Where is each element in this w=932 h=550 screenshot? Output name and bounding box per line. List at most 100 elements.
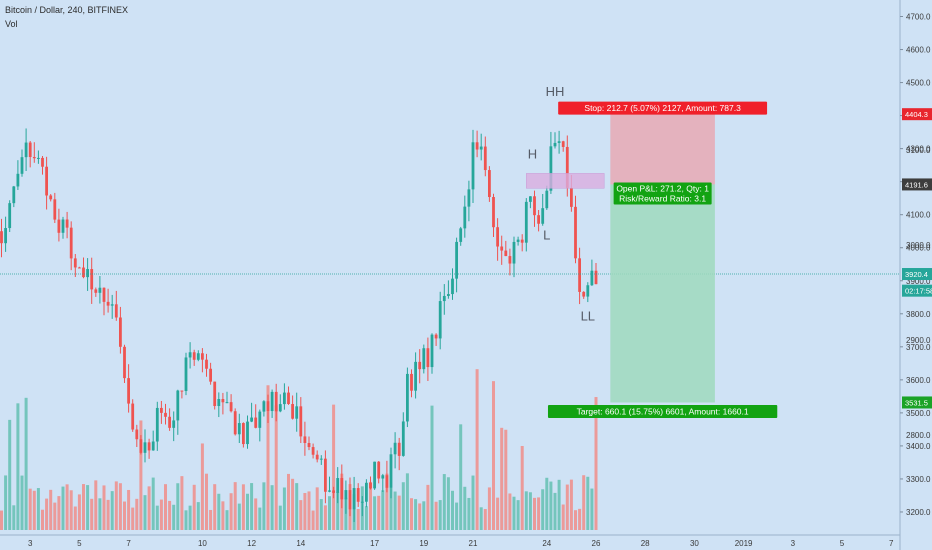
- volume-bar: [225, 510, 229, 530]
- time-tick-label: 17: [370, 539, 379, 548]
- price-tag-box: [902, 178, 932, 191]
- volume-tick-label: 2900.0: [906, 336, 931, 345]
- volume-bar: [250, 483, 254, 530]
- candle-body: [336, 478, 340, 493]
- volume-bar: [574, 510, 577, 530]
- volume-bar: [385, 473, 389, 530]
- volume-bar: [168, 500, 172, 530]
- volume-bar: [274, 405, 278, 530]
- volume-bar: [221, 501, 225, 530]
- candle-body: [299, 406, 303, 437]
- candle-body: [479, 146, 483, 150]
- volume-bar: [520, 445, 524, 530]
- volume-tick-label: 3000.0: [906, 241, 931, 250]
- candle-body: [32, 157, 36, 159]
- candle-body: [344, 490, 348, 500]
- volume-bar: [565, 484, 569, 530]
- candle-body: [188, 352, 192, 358]
- candle-body: [274, 391, 278, 412]
- candle-body: [246, 421, 249, 445]
- candle-body: [237, 423, 241, 435]
- volume-bar: [188, 505, 192, 530]
- target-label: Target: 660.1 (15.75%) 6601, Amount: 166…: [577, 406, 749, 416]
- candle-body: [397, 442, 401, 456]
- candle-body: [504, 250, 508, 257]
- volume-bar: [155, 505, 159, 530]
- volume-bar: [336, 492, 340, 530]
- resistance-zone: [526, 173, 605, 189]
- time-tick-label: 7: [889, 539, 894, 548]
- candle-body: [94, 289, 98, 293]
- volume-bar: [303, 492, 307, 530]
- volume-bar: [508, 493, 512, 530]
- candle-body: [381, 475, 385, 479]
- pattern-annotation: L: [543, 227, 550, 242]
- volume-bar: [118, 483, 122, 530]
- candle-body: [389, 454, 393, 488]
- candle-body: [365, 482, 368, 502]
- candle-body: [123, 346, 126, 379]
- candle-body: [459, 228, 463, 242]
- volume-bar: [262, 482, 266, 530]
- volume-bar: [4, 475, 8, 530]
- candle-body: [315, 454, 319, 460]
- volume-bar: [135, 498, 139, 530]
- volume-bar: [524, 491, 528, 530]
- volume-bar: [73, 506, 77, 530]
- candlesticks: [0, 128, 598, 523]
- volume-bar: [295, 483, 299, 530]
- candle-body: [213, 381, 217, 407]
- volume-bar: [590, 488, 594, 530]
- volume-bar: [528, 492, 532, 530]
- volume-bar: [434, 501, 438, 530]
- candle-body: [348, 490, 352, 510]
- candle-body: [20, 157, 24, 174]
- candle-body: [303, 436, 307, 443]
- volume-bar: [90, 498, 94, 530]
- price-tick-label: 3700.0: [906, 343, 931, 352]
- candle-body: [541, 208, 545, 224]
- volume-bar: [582, 475, 586, 530]
- candle-body: [119, 317, 122, 347]
- volume-bar: [69, 490, 73, 530]
- candle-body: [291, 404, 294, 419]
- candle-body: [37, 157, 40, 159]
- volume-bar: [414, 499, 418, 530]
- volume-bar: [61, 486, 65, 530]
- candle-body: [57, 219, 61, 233]
- candle-body: [311, 447, 315, 455]
- time-tick-label: 12: [247, 539, 256, 548]
- volume-bar: [209, 509, 213, 530]
- price-tick-label: 3800.0: [906, 310, 931, 319]
- volume-bar: [569, 479, 573, 530]
- candle-body: [127, 378, 130, 404]
- volume-bar: [483, 509, 487, 530]
- volume-bar: [463, 486, 467, 530]
- volume-bar: [561, 504, 565, 530]
- volume-bar: [184, 510, 188, 530]
- volume-bar: [578, 508, 582, 530]
- volume-bar: [475, 369, 479, 530]
- volume-bars: [0, 369, 598, 530]
- candle-body: [328, 490, 331, 492]
- volume-bar: [36, 488, 40, 530]
- candle-body: [102, 287, 106, 302]
- candle-body: [500, 246, 504, 251]
- time-tick-label: 5: [840, 539, 845, 548]
- price-tag-box: [902, 268, 932, 281]
- candle-body: [155, 407, 159, 442]
- volume-legend: Vol: [5, 19, 18, 29]
- volume-bar: [557, 479, 561, 530]
- candle-body: [160, 407, 163, 413]
- candle-body: [131, 403, 135, 430]
- candle-body: [426, 348, 430, 368]
- candle-body: [283, 392, 286, 405]
- volume-bar: [553, 492, 557, 530]
- candle-body: [4, 228, 7, 244]
- candle-body: [225, 402, 229, 404]
- candle-body: [356, 488, 360, 502]
- volume-bar: [311, 510, 315, 530]
- candle-body: [221, 399, 225, 403]
